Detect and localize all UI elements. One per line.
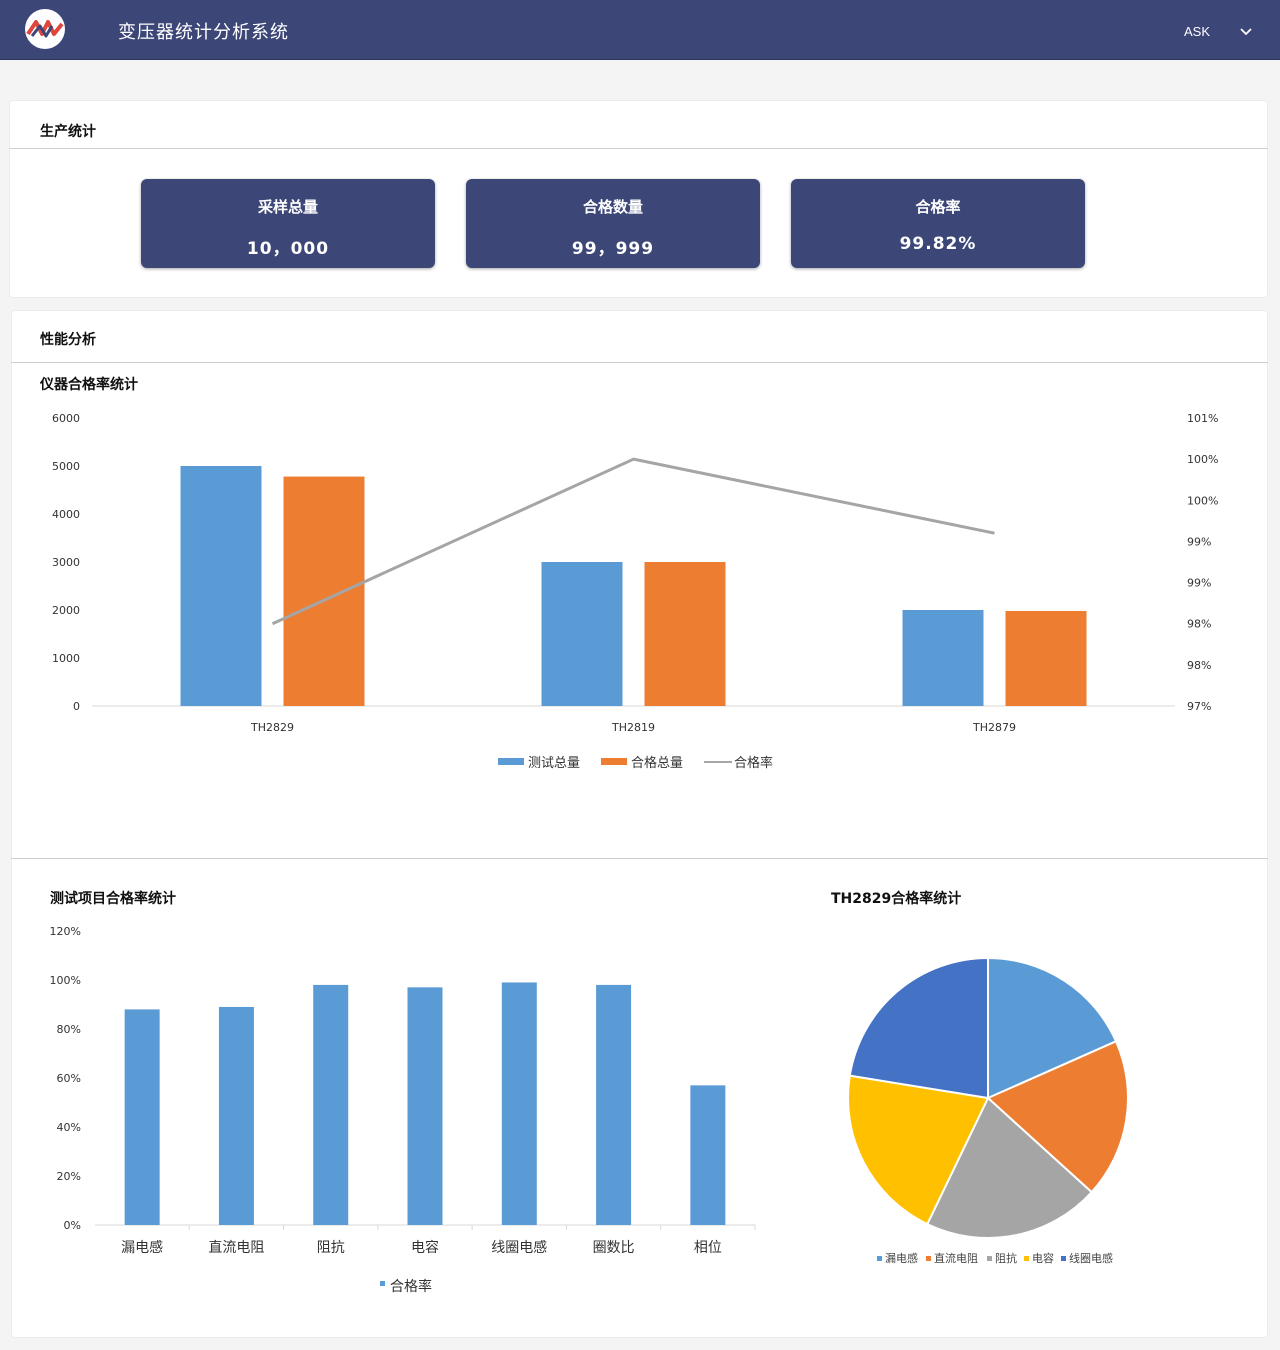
y-axis-tick-label: 60% xyxy=(57,1072,81,1085)
items-chart-title: 测试项目合格率统计 xyxy=(50,891,176,907)
stat-label: 合格数量 xyxy=(582,198,643,216)
test-item-pass-rate-chart: 0% 20% 40% 60% 80% 100% 120% 漏电感 直流电阻 阻抗 电容 线圈电感 圈数比… xyxy=(50,925,756,1295)
pie-slice xyxy=(986,1040,1129,1194)
right-axis-tick-label: 99% xyxy=(1187,577,1211,590)
divider xyxy=(9,148,1268,149)
x-axis-tick-label: 线圈电感 xyxy=(491,1239,547,1256)
right-axis-tick-label: 101% xyxy=(1187,412,1218,425)
x-axis-tick-label: 阻抗 xyxy=(317,1240,345,1256)
legend-swatch xyxy=(1024,1256,1029,1261)
bar-pass-rate xyxy=(124,1009,160,1225)
bar-test-total xyxy=(180,466,262,706)
bar-pass-rate xyxy=(690,1085,726,1225)
instrument-pass-rate-chart: 0 1000 2000 3000 4000 5000 6000 97% 98% 98% 99% 99%… xyxy=(52,412,1218,771)
x-axis-tick-label: 电容 xyxy=(411,1239,439,1256)
user-name: ASK xyxy=(1184,24,1211,39)
legend-label: 电容 xyxy=(1032,1251,1054,1265)
bar-pass-rate xyxy=(501,982,537,1225)
chevron-down-icon[interactable] xyxy=(1238,24,1254,40)
pass-rate-card: 合格率 99.82% xyxy=(791,179,1085,268)
legend-label: 直流电阻 xyxy=(934,1251,978,1265)
qualified-count-card: 合格数量 99，999 xyxy=(466,179,760,268)
legend-swatch xyxy=(926,1256,931,1261)
stat-value: 10，000 xyxy=(246,239,330,259)
legend-swatch xyxy=(877,1256,882,1261)
pie-slice xyxy=(848,956,989,1100)
stat-label: 采样总量 xyxy=(257,198,318,216)
pie-slice xyxy=(925,1096,1094,1239)
divider xyxy=(11,362,1268,363)
x-axis-tick-label: TH2829 xyxy=(250,721,294,734)
legend-swatch xyxy=(601,758,627,765)
bar-pass-total xyxy=(644,562,726,706)
legend-label: 漏电感 xyxy=(885,1252,918,1265)
instrument-chart-title: 仪器合格率统计 xyxy=(40,377,138,393)
left-axis-tick-label: 2000 xyxy=(52,604,80,617)
x-axis-tick-label: 圈数比 xyxy=(593,1240,635,1256)
bar-pass-total xyxy=(283,476,365,706)
x-axis-tick-label: 漏电感 xyxy=(121,1239,163,1256)
bar-pass-total xyxy=(1005,610,1087,706)
sample-total-card: 采样总量 10，000 xyxy=(141,179,435,268)
logo-waveform-icon[interactable] xyxy=(22,8,68,50)
top-navigation-bar: 变压器统计分析系统 ASK xyxy=(0,0,1280,60)
legend-label: 合格率 xyxy=(734,755,773,771)
app-title: 变压器统计分析系统 xyxy=(118,22,289,43)
y-axis-tick-label: 20% xyxy=(57,1170,81,1183)
pie-chart-title: TH2829合格率统计 xyxy=(831,891,962,907)
x-axis-tick-label: 直流电阻 xyxy=(208,1239,264,1256)
y-axis-tick-label: 100% xyxy=(50,974,81,987)
left-axis-tick-label: 1000 xyxy=(52,652,80,665)
legend-label: 测试总量 xyxy=(528,756,580,771)
legend-label: 合格率 xyxy=(390,1278,432,1295)
right-axis-tick-label: 98% xyxy=(1187,618,1211,631)
left-axis-tick-label: 3000 xyxy=(52,556,80,569)
user-menu[interactable]: ASK xyxy=(1176,14,1266,48)
x-axis-tick-label: 相位 xyxy=(694,1240,722,1256)
right-axis-tick-label: 99% xyxy=(1187,535,1211,548)
stat-value: 99.82% xyxy=(899,234,977,254)
legend-swatch xyxy=(380,1281,385,1286)
right-axis-tick-label: 98% xyxy=(1187,659,1211,672)
y-axis-tick-label: 120% xyxy=(50,925,81,938)
bar-test-total xyxy=(541,562,623,706)
pie-slice xyxy=(847,1074,990,1226)
y-axis-tick-label: 80% xyxy=(57,1023,81,1036)
pie-slice xyxy=(987,956,1118,1100)
bar-pass-rate xyxy=(218,1006,254,1225)
stat-label: 合格率 xyxy=(915,198,961,216)
performance-section-title: 性能分析 xyxy=(40,332,96,348)
legend-swatch xyxy=(987,1256,992,1261)
th2829-pie-chart: 漏电感 直流电阻 阻抗 电容 线圈电感 xyxy=(847,956,1129,1265)
stat-value: 99，999 xyxy=(571,239,655,259)
legend-label: 线圈电感 xyxy=(1069,1251,1113,1265)
legend-label: 阻抗 xyxy=(995,1251,1017,1265)
left-axis-tick-label: 5000 xyxy=(52,460,80,473)
divider xyxy=(11,858,1268,859)
left-axis-tick-label: 4000 xyxy=(52,508,80,521)
legend-swatch xyxy=(498,758,524,765)
y-axis-tick-label: 0% xyxy=(64,1219,81,1232)
pass-rate-line xyxy=(271,457,995,626)
production-section-title: 生产统计 xyxy=(40,124,96,140)
left-axis-tick-label: 6000 xyxy=(52,412,80,425)
bar-pass-rate xyxy=(313,984,349,1225)
legend-swatch xyxy=(1061,1256,1066,1261)
bar-pass-rate xyxy=(407,987,443,1225)
x-axis-tick-label: TH2879 xyxy=(972,721,1016,734)
y-axis-tick-label: 40% xyxy=(57,1121,81,1134)
legend-label: 合格总量 xyxy=(631,755,683,771)
right-axis-tick-label: 97% xyxy=(1187,700,1211,713)
right-axis-tick-label: 100% xyxy=(1187,453,1218,466)
bar-test-total xyxy=(902,610,984,706)
right-axis-tick-label: 100% xyxy=(1187,494,1218,507)
left-axis-tick-label: 0 xyxy=(73,700,80,713)
bar-pass-rate xyxy=(596,984,632,1225)
x-axis-tick-label: TH2819 xyxy=(611,721,655,734)
